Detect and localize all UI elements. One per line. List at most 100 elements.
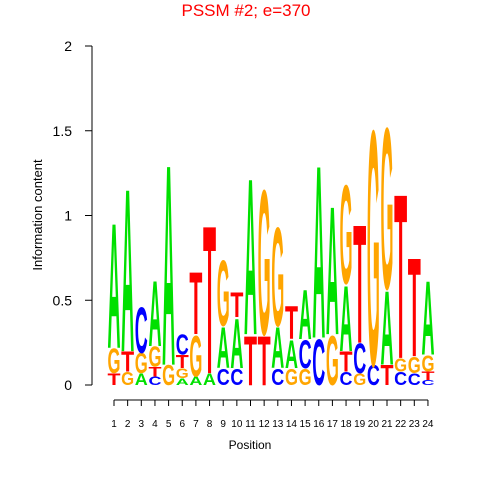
- logo-letter: A: [108, 186, 121, 386]
- logo-letter: G: [285, 364, 298, 390]
- logo-letter: T: [244, 322, 257, 400]
- logo-letter: T: [203, 183, 216, 420]
- logo-letter: C: [408, 370, 421, 388]
- x-tick-label: 15: [300, 419, 312, 430]
- logo-letter: G: [189, 324, 202, 389]
- logo-letter: T: [340, 346, 353, 378]
- x-tick-label: 9: [220, 419, 226, 430]
- x-tick-label: 13: [272, 419, 284, 430]
- x-tick-label: 20: [368, 419, 380, 430]
- logo-letter: C: [312, 325, 325, 399]
- logo-letter: G: [421, 350, 434, 376]
- logo-letter: A: [148, 261, 161, 367]
- logo-letter: A: [326, 169, 339, 374]
- logo-letter: A: [203, 370, 216, 388]
- logo-letter: T: [189, 254, 202, 354]
- logo-letter: T: [258, 322, 271, 400]
- logo-letter: T: [381, 359, 394, 391]
- logo-letter: C: [135, 293, 148, 367]
- y-tick-label: 2: [64, 38, 72, 54]
- logo-letter: A: [271, 316, 284, 381]
- x-tick-label: 4: [152, 419, 158, 430]
- x-tick-label: 17: [327, 419, 339, 430]
- chart-title: PSSM #2; e=370: [181, 1, 310, 20]
- logo-letter: G: [258, 148, 271, 379]
- x-tick-label: 14: [286, 419, 298, 430]
- logo-letter: C: [367, 359, 380, 391]
- y-axis-label: Information content: [30, 159, 45, 271]
- logo-letter: G: [121, 368, 134, 389]
- logo-letter: T: [176, 351, 189, 372]
- logo-letter: T: [285, 296, 298, 349]
- x-tick-label: 5: [166, 419, 172, 430]
- x-tick-label: 8: [207, 419, 213, 430]
- logo-letter: C: [176, 329, 189, 361]
- logo-letter: C: [230, 364, 243, 390]
- logo-letter: A: [340, 266, 353, 372]
- logo-letter: C: [299, 332, 312, 377]
- logo-letter: A: [285, 332, 298, 377]
- x-tick-label: 2: [125, 419, 131, 430]
- logo-letter: A: [217, 316, 230, 381]
- logo-letter: C: [340, 368, 353, 389]
- y-tick-label: 1: [64, 208, 72, 224]
- logo-letter: A: [135, 370, 148, 388]
- logo-letter: G: [135, 347, 148, 379]
- logo-letter: A: [244, 131, 257, 381]
- y-tick-label: 0.5: [53, 292, 73, 308]
- logo-letter: G: [353, 370, 366, 388]
- x-tick-label: 12: [259, 419, 271, 430]
- logo-letter: C: [148, 375, 161, 388]
- logo-letter: T: [108, 370, 121, 388]
- y-tick-label: 1.5: [53, 123, 73, 139]
- logo-letter: T: [408, 228, 421, 386]
- logo-letter: G: [148, 341, 161, 373]
- logo-letter: A: [121, 142, 134, 402]
- x-tick-label: 18: [340, 419, 352, 430]
- logo-letter: C: [217, 364, 230, 390]
- logo-letter: G: [326, 322, 339, 400]
- logo-letter: C: [421, 379, 434, 387]
- logo-letter: G: [340, 155, 353, 313]
- logo-letter: G: [394, 355, 407, 376]
- logo-letter: A: [230, 305, 243, 383]
- x-tick-label: 23: [409, 419, 421, 430]
- x-tick-label: 11: [245, 419, 256, 430]
- logo-letter: A: [312, 113, 325, 390]
- logo-letter: T: [148, 364, 161, 380]
- logo-letter: G: [408, 352, 421, 378]
- logo-letter: G: [381, 79, 394, 337]
- logo-letter: C: [271, 364, 284, 390]
- logo-letter: C: [394, 368, 407, 389]
- y-tick-label: 0: [64, 377, 72, 393]
- logo-letter: G: [217, 240, 230, 346]
- x-tick-label: 19: [354, 419, 366, 430]
- x-tick-label: 1: [111, 419, 117, 430]
- logo-letter: G: [176, 366, 189, 382]
- logo-letter: C: [353, 335, 366, 382]
- logo-letter: A: [421, 259, 434, 377]
- logo-letter: G: [162, 359, 175, 391]
- x-tick-label: 24: [422, 419, 434, 430]
- x-tick-label: 22: [395, 419, 407, 430]
- logo-letter: T: [421, 369, 434, 382]
- x-tick-label: 21: [381, 419, 393, 430]
- logo-letter: G: [367, 60, 380, 437]
- logo-letter: A: [176, 377, 189, 387]
- x-tick-label: 10: [231, 419, 243, 430]
- x-tick-label: 7: [193, 419, 199, 430]
- logo-letter: A: [189, 375, 202, 388]
- logo-letter: T: [121, 346, 134, 378]
- logo-letter: T: [394, 146, 407, 409]
- x-tick-label: 6: [179, 419, 185, 430]
- logo-letter: A: [381, 269, 394, 387]
- x-tick-label: 16: [313, 419, 325, 430]
- logo-letter: G: [108, 341, 121, 381]
- logo-letter: G: [271, 198, 284, 356]
- x-tick-label: 3: [139, 419, 145, 430]
- logo-letter: G: [299, 364, 312, 390]
- logo-letter: T: [230, 285, 243, 325]
- logo-letter: T: [353, 190, 366, 379]
- x-axis-label: Position: [229, 438, 272, 452]
